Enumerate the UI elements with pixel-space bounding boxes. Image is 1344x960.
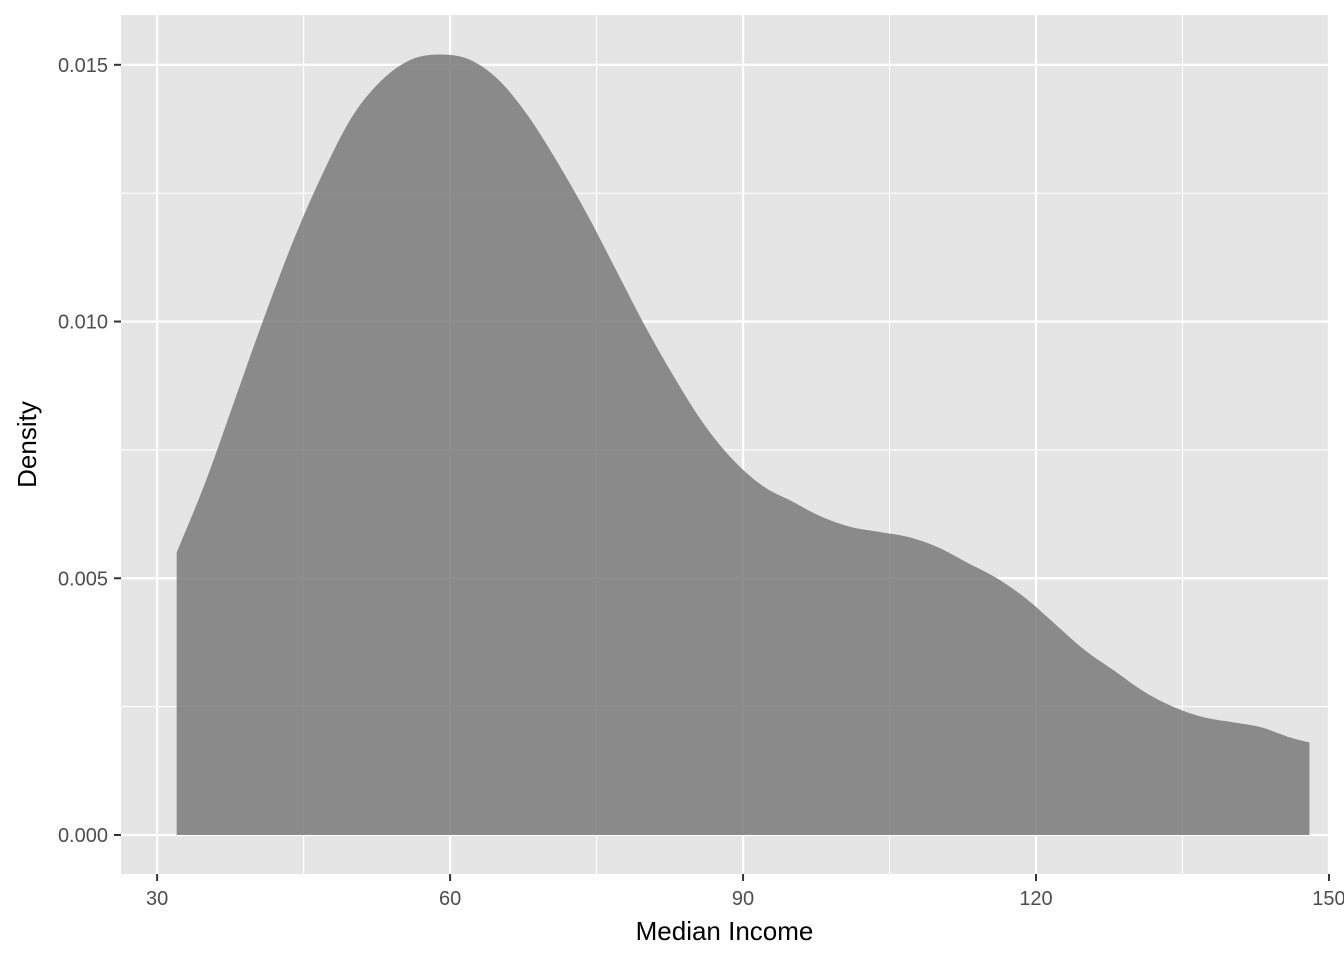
x-axis: 30 60 90 120 150 xyxy=(146,874,1344,910)
density-area-layer xyxy=(176,54,1310,835)
density-area-series-0 xyxy=(176,54,1310,835)
y-tick-label: 0.000 xyxy=(58,825,108,847)
y-tick-label: 0.015 xyxy=(58,55,108,77)
y-tick-label: 0.010 xyxy=(58,312,108,334)
x-tick-label: 150 xyxy=(1312,888,1344,910)
y-tick-label: 0.005 xyxy=(58,568,108,590)
x-tick-label: 60 xyxy=(439,888,461,910)
x-tick-label: 120 xyxy=(1019,888,1052,910)
x-axis-title: Median Income xyxy=(636,916,814,946)
y-axis: 0.000 0.005 0.010 0.015 xyxy=(58,55,121,847)
x-tick-label: 30 xyxy=(146,888,168,910)
x-tick-label: 90 xyxy=(732,888,754,910)
y-axis-title: Density xyxy=(12,401,42,488)
